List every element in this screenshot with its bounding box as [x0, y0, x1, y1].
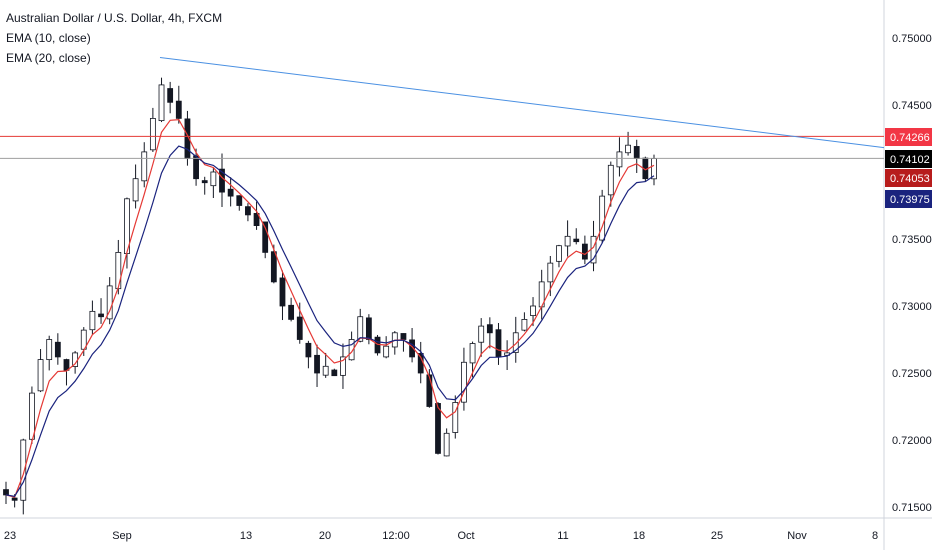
candle-body: [322, 365, 329, 376]
candle-body: [279, 277, 286, 307]
candle-body: [29, 392, 35, 440]
candle-body: [11, 497, 18, 501]
candle-body: [365, 317, 372, 340]
candle-body: [227, 188, 234, 197]
candle-body: [37, 359, 44, 392]
candle-body: [262, 221, 269, 253]
candle-body: [63, 359, 70, 371]
candle-body: [89, 310, 96, 331]
candle-body: [3, 489, 9, 496]
y-tick-label: 0.72500: [892, 368, 932, 380]
candle-body: [305, 342, 312, 358]
price-tag-hline: [885, 128, 932, 146]
candle-body: [599, 195, 606, 241]
x-tick-label: 8: [872, 530, 878, 542]
y-tick-label: 0.75000: [892, 33, 932, 45]
candle-body: [607, 164, 614, 196]
candle-body: [132, 178, 139, 202]
candle-body: [573, 238, 580, 243]
candle-body: [616, 151, 623, 168]
candle-body: [512, 332, 519, 353]
price-tag-ema10: [885, 169, 932, 187]
price-tag-ema20: [885, 190, 932, 208]
candle-body: [651, 158, 657, 180]
candle-body: [236, 195, 243, 206]
candle-body: [400, 333, 407, 340]
candle-body: [625, 144, 631, 154]
legend-symbol[interactable]: Australian Dollar / U.S. Dollar, 4h, FXC…: [6, 11, 223, 25]
candle-body: [469, 343, 476, 364]
x-tick-label: 25: [711, 530, 723, 542]
candle-body: [115, 251, 122, 290]
candle-body: [106, 285, 113, 320]
x-tick-label: Oct: [457, 530, 474, 542]
candle-body: [210, 171, 217, 187]
x-tick-label: 23: [4, 530, 16, 542]
candle-body: [46, 339, 53, 361]
candle-body: [175, 100, 182, 119]
candle-body: [340, 356, 346, 376]
x-tick-label: 20: [319, 530, 331, 542]
x-tick-label: 12:00: [382, 530, 410, 542]
candle-body: [495, 329, 502, 358]
price-tag-label: 0.74102: [890, 154, 930, 166]
chart-legend: Australian Dollar / U.S. Dollar, 4h, FXC…: [6, 8, 222, 68]
candle-body: [521, 318, 528, 331]
candle-body: [357, 316, 364, 342]
candle-body: [193, 155, 199, 180]
ema10-line: [5, 118, 655, 498]
price-tag-label: 0.74266: [890, 132, 930, 144]
x-tick-label: 11: [557, 530, 568, 542]
candle-body: [547, 262, 554, 283]
y-tick-label: 0.73000: [892, 301, 932, 313]
trendline[interactable]: [159, 56, 885, 149]
price-tag-label: 0.74053: [890, 173, 930, 185]
candle-body: [314, 354, 320, 374]
ema20-line: [5, 145, 655, 497]
candle-body: [452, 402, 459, 433]
candle-body: [486, 324, 493, 334]
candle-body: [245, 206, 251, 216]
candle-body: [331, 369, 338, 377]
candle-body: [54, 341, 61, 358]
y-tick-label: 0.73500: [892, 234, 932, 246]
candle-body: [296, 316, 303, 340]
x-tick-label: Nov: [787, 530, 807, 542]
price-tag-label: 0.73975: [890, 194, 930, 206]
y-tick-label: 0.71500: [892, 502, 932, 514]
candle-body: [461, 361, 467, 403]
candle-body: [219, 168, 225, 193]
candle-body: [478, 325, 485, 343]
candle-body: [167, 88, 174, 103]
candle-body: [348, 339, 355, 361]
candle-body: [288, 304, 295, 320]
candle-body: [158, 84, 165, 122]
y-tick-label: 0.74500: [892, 100, 932, 112]
candle-body: [530, 305, 536, 316]
x-tick-label: 13: [240, 530, 252, 542]
price-tag-current: [885, 150, 932, 168]
candle-body: [253, 212, 260, 227]
candle-body: [383, 345, 390, 358]
candle-body: [426, 374, 433, 407]
candle-body: [149, 118, 156, 151]
candle-body: [443, 432, 450, 457]
candle-body: [633, 146, 640, 160]
candle-body: [270, 251, 277, 283]
legend-ema10[interactable]: EMA (10, close): [6, 31, 91, 45]
candle-body: [556, 245, 562, 262]
candle-body: [141, 151, 148, 182]
y-tick-label: 0.72000: [892, 435, 932, 447]
candle-body: [564, 235, 571, 247]
candle-body: [201, 180, 208, 184]
candle-body: [98, 313, 104, 318]
candle-body: [581, 243, 588, 260]
candle-body: [20, 439, 27, 501]
legend-ema20[interactable]: EMA (20, close): [6, 51, 91, 65]
candle-body: [409, 339, 415, 358]
x-tick-label: 18: [633, 530, 645, 542]
candle-body: [435, 403, 441, 454]
x-tick-label: Sep: [112, 530, 132, 542]
